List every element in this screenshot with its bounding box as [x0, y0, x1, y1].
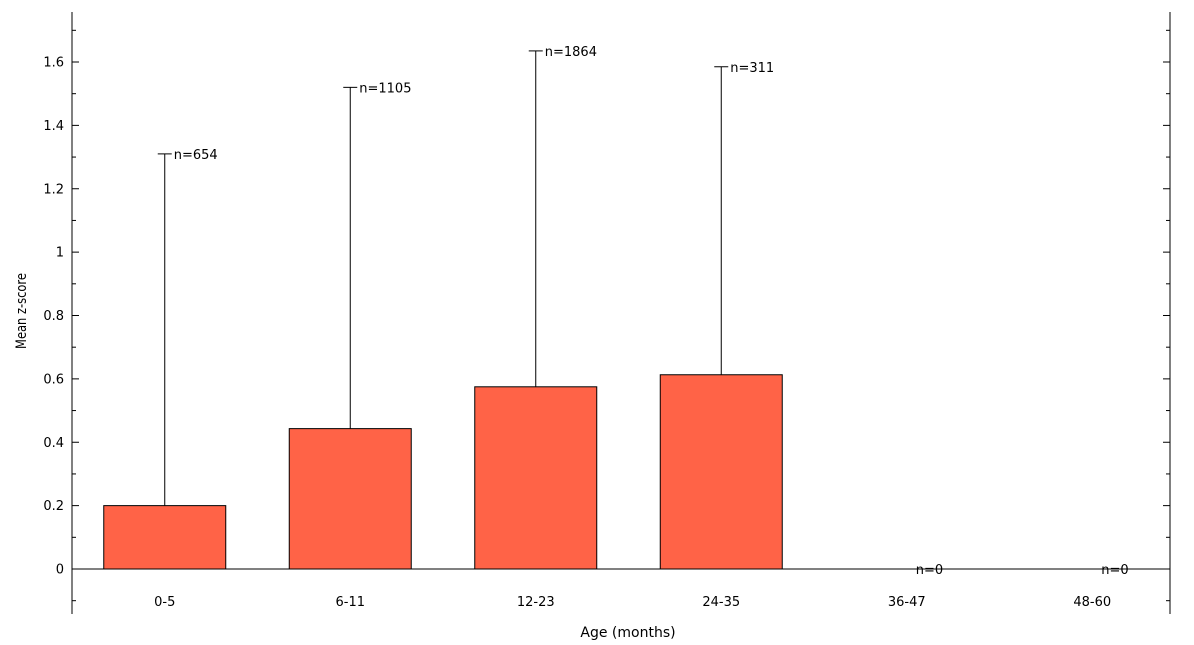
y-tick-label: 0.6 — [43, 372, 64, 387]
n-label-48-60: n=0 — [1101, 563, 1128, 578]
x-tick-label-36-47: 36-47 — [888, 595, 926, 610]
bar-12-23 — [474, 386, 598, 570]
n-label-0-5: n=654 — [174, 148, 218, 163]
n-label-6-11: n=1105 — [359, 81, 411, 96]
y-axis-ticks: 0 0.2 0.4 0.6 0.8 1 1.2 1.4 1.6 — [43, 29, 1170, 602]
bar-6-11 — [288, 428, 412, 570]
y-tick-label: 1.4 — [43, 119, 64, 134]
y-tick-label: 0 — [56, 563, 64, 578]
error-bars — [157, 50, 729, 506]
y-tick-label: 0.8 — [43, 309, 64, 324]
category-labels: 0-5 6-11 12-23 24-35 36-47 48-60 — [154, 595, 1111, 610]
x-tick-label-12-23: 12-23 — [517, 595, 555, 610]
y-tick-label: 1.2 — [43, 182, 64, 197]
bar-24-35 — [659, 374, 783, 570]
y-tick-label: 0.2 — [43, 499, 64, 514]
bars — [103, 374, 783, 570]
n-label-12-23: n=1864 — [545, 45, 597, 60]
n-labels: n=654 n=1105 n=1864 n=311 n=0 n=0 — [174, 45, 1129, 578]
x-tick-label-6-11: 6-11 — [335, 595, 365, 610]
axes-frame — [71, 12, 1171, 614]
bar-0-5 — [103, 505, 227, 570]
x-tick-label-0-5: 0-5 — [154, 595, 175, 610]
y-tick-label: 1.6 — [43, 56, 64, 71]
y-axis-title: Mean z-score — [14, 273, 30, 349]
y-tick-label: 0.4 — [43, 436, 64, 451]
y-tick-label: 1 — [56, 246, 64, 261]
n-label-24-35: n=311 — [730, 61, 774, 76]
x-axis-title: Age (months) — [580, 625, 675, 641]
x-tick-label-24-35: 24-35 — [702, 595, 740, 610]
x-tick-label-48-60: 48-60 — [1073, 595, 1111, 610]
n-label-36-47: n=0 — [916, 563, 943, 578]
